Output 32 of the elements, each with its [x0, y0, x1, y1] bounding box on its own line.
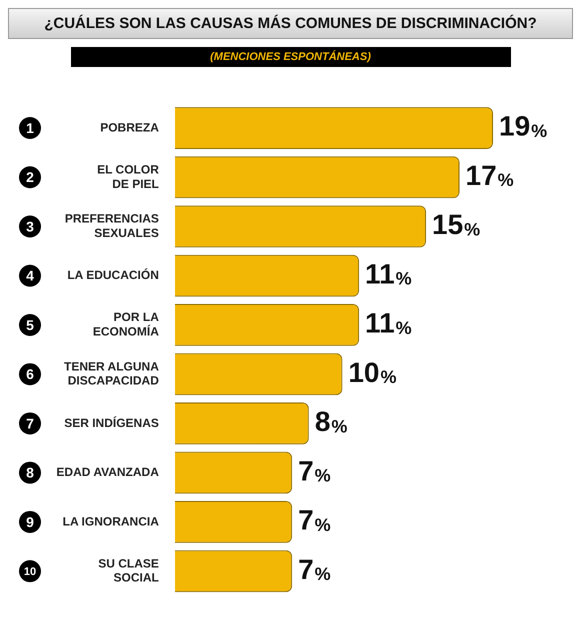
text: 9 — [26, 514, 34, 530]
data-label: 7% — [298, 455, 331, 486]
y-tick-label: LA IGNORANCIA — [62, 514, 160, 528]
data-label: 15% — [432, 209, 480, 240]
data-label: 17% — [466, 160, 514, 191]
text: 5 — [26, 316, 34, 333]
y-tick-label: SER INDÍGENAS — [64, 416, 159, 430]
y-tick-label: SU CLASE SOCIAL — [98, 556, 159, 585]
text: 7 — [26, 415, 34, 432]
y-tick-label: LA EDUCACIÓN — [67, 268, 159, 282]
text: 8 — [26, 464, 34, 481]
text: 3 — [26, 218, 34, 234]
data-label: 19% — [499, 110, 548, 142]
data-label: 11% — [365, 258, 412, 290]
y-tick-label: EDAD AVANZADA — [56, 465, 160, 480]
y-tick-label: POR LA ECONOMÍA — [92, 310, 160, 338]
y-tick-label: POBREZA — [100, 120, 160, 134]
text: 4 — [26, 268, 34, 284]
chart-title: ¿CUÁLES SON LAS CAUSAS MÁS COMUNES DE DISCRIMINACIÓN? — [8, 8, 573, 39]
text: 6 — [26, 366, 34, 382]
data-label: 10% — [348, 356, 396, 388]
text: 2 — [26, 169, 34, 186]
data-label: 11% — [365, 308, 412, 339]
data-label: 7% — [298, 554, 331, 585]
text: 10 — [24, 566, 36, 578]
chart-subtitle: (MENCIONES ESPONTÁNEAS) — [70, 47, 510, 67]
y-tick-label: EL COLOR DE PIEL — [97, 162, 160, 191]
text: 1 — [26, 120, 34, 136]
data-label: 7% — [298, 504, 331, 536]
data-label: 8% — [314, 406, 348, 438]
y-tick-label: TENER ALGUNA DISCAPACIDAD — [64, 359, 160, 388]
y-tick-label: PREFERENCIAS SEXUALES — [64, 212, 159, 240]
